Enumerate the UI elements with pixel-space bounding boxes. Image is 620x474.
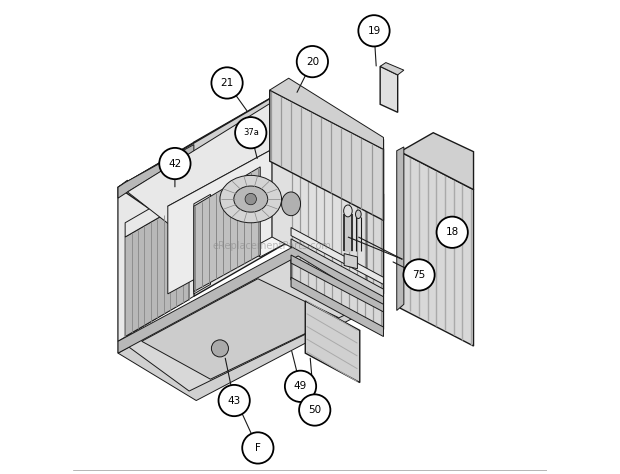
Polygon shape [291,239,383,297]
Polygon shape [380,63,404,75]
Text: 37a: 37a [243,128,259,137]
Circle shape [358,15,389,46]
Circle shape [299,394,330,426]
Polygon shape [397,147,404,310]
Polygon shape [118,244,383,353]
Ellipse shape [234,186,268,212]
Circle shape [235,117,267,148]
Polygon shape [118,142,194,341]
Polygon shape [270,78,383,149]
Text: 19: 19 [368,26,381,36]
Polygon shape [118,180,128,353]
Polygon shape [291,277,383,337]
Ellipse shape [220,175,281,223]
Circle shape [159,148,190,179]
Polygon shape [142,279,339,379]
Polygon shape [400,133,474,190]
Text: 49: 49 [294,381,307,392]
Polygon shape [118,145,194,198]
Text: 20: 20 [306,56,319,67]
Polygon shape [194,88,383,296]
Polygon shape [291,228,383,284]
Polygon shape [291,145,383,329]
Circle shape [242,432,273,464]
Text: 42: 42 [168,158,182,169]
Polygon shape [118,88,383,239]
Circle shape [285,371,316,402]
Polygon shape [194,194,210,294]
Polygon shape [125,200,189,337]
Circle shape [211,67,242,99]
Polygon shape [118,256,381,401]
Text: 18: 18 [446,227,459,237]
Polygon shape [305,301,360,383]
Circle shape [211,340,229,357]
Polygon shape [291,255,383,312]
Polygon shape [344,254,357,269]
Polygon shape [128,95,376,242]
Ellipse shape [343,205,352,217]
Circle shape [218,385,250,416]
Text: 50: 50 [308,405,321,415]
Polygon shape [168,149,272,294]
Text: eReplacementParts.com: eReplacementParts.com [213,241,332,252]
Circle shape [245,193,257,205]
Polygon shape [400,152,474,346]
Circle shape [404,259,435,291]
Polygon shape [125,186,189,237]
Polygon shape [194,167,260,292]
Text: 43: 43 [228,395,241,406]
Ellipse shape [281,192,301,216]
Text: 75: 75 [412,270,426,280]
Circle shape [436,217,468,248]
Polygon shape [380,66,397,112]
Polygon shape [270,90,383,220]
Text: F: F [255,443,261,453]
Text: 21: 21 [221,78,234,88]
Polygon shape [272,149,367,288]
Circle shape [297,46,328,77]
Polygon shape [128,254,376,391]
Polygon shape [168,149,367,257]
Ellipse shape [355,210,361,219]
